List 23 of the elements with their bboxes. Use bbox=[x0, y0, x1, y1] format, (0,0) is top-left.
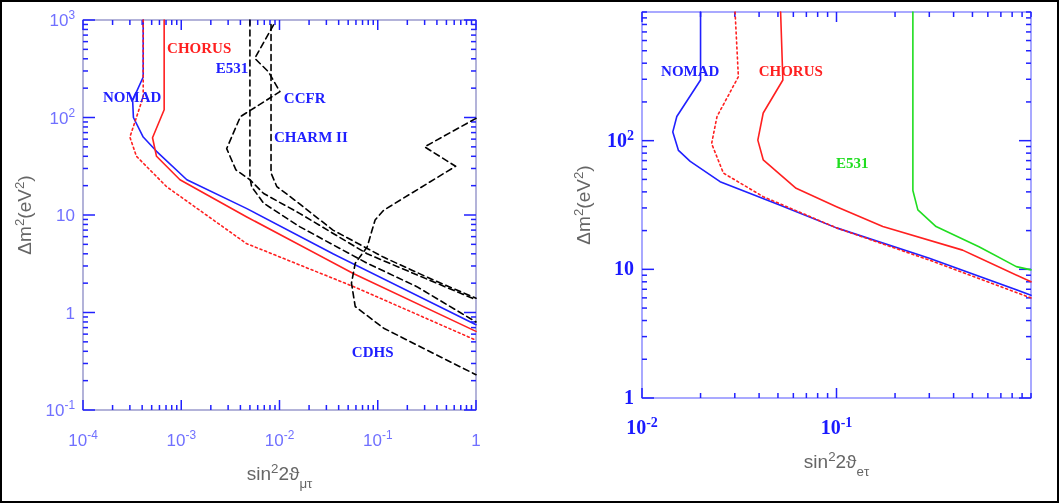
x-tick-label: 10$^{-2}$ bbox=[264, 428, 295, 450]
x-tick-label: 10$^{-4}$ bbox=[68, 428, 99, 450]
y-tick-label: 10 bbox=[56, 206, 75, 225]
x-tick-label: 10$^{-1}$ bbox=[820, 414, 853, 438]
y-tick-label: 10 bbox=[614, 257, 634, 280]
x-tick-label: 10$^{-3}$ bbox=[166, 428, 197, 450]
annotation: E531 bbox=[836, 154, 869, 171]
annotation: CHORUS bbox=[167, 40, 232, 57]
x-tick-label: 10$^{-2}$ bbox=[626, 414, 658, 438]
annotation: CDHS bbox=[351, 343, 394, 360]
y-tick-label: 10$^{2}$ bbox=[607, 127, 634, 151]
x-axis-title: sin$^{2}$2ϑ$_{μτ}$ bbox=[246, 460, 314, 491]
y-tick-label: 1 bbox=[624, 386, 634, 408]
x-tick-label: 1 bbox=[471, 431, 481, 450]
y-tick-label: 10$^{2}$ bbox=[49, 105, 76, 128]
annotation: CHARM II bbox=[274, 129, 348, 145]
x-tick-label: 10$^{-1}$ bbox=[363, 428, 393, 450]
y-tick-label: 1 bbox=[65, 303, 75, 323]
annotation: E531 bbox=[215, 60, 249, 77]
x-axis-title: sin$^{2}$2ϑ$_{eτ}$ bbox=[803, 448, 870, 479]
y-tick-label: 10$^{-1}$ bbox=[45, 398, 76, 420]
y-tick-label: 10$^{3}$ bbox=[49, 8, 76, 30]
annotation: CCFR bbox=[283, 90, 326, 106]
